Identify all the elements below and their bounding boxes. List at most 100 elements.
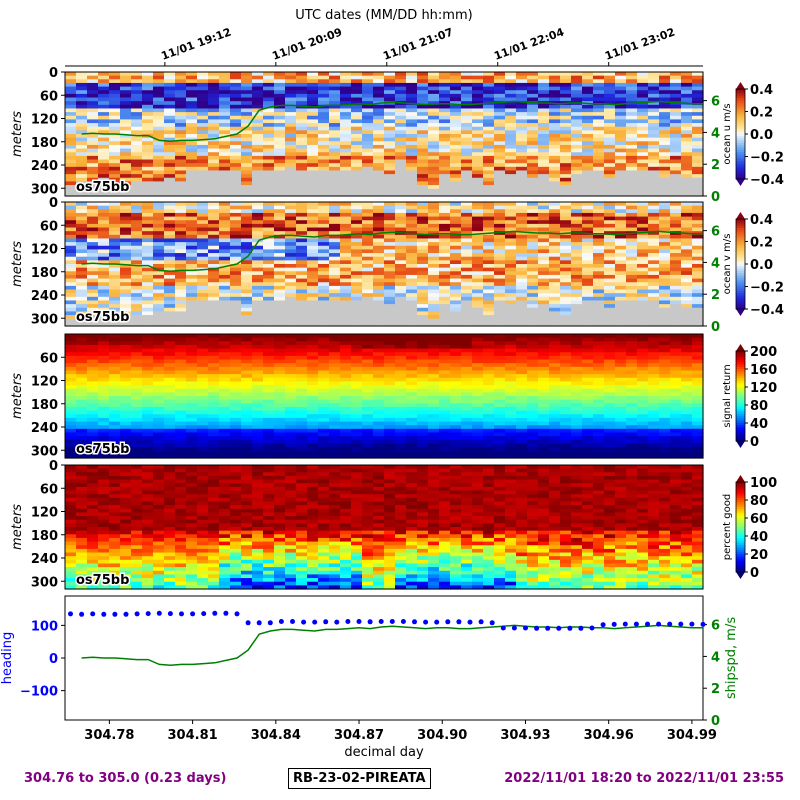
heatmap-cell <box>439 108 451 113</box>
heatmap-cell <box>263 82 275 88</box>
heatmap-cell <box>285 315 297 320</box>
heatmap-cell <box>362 141 374 146</box>
heatmap-cell <box>483 123 495 128</box>
heatmap-cell <box>318 108 330 113</box>
heatmap-cell <box>538 293 550 298</box>
heatmap-cell <box>483 249 495 254</box>
heatmap-cell <box>340 359 352 364</box>
heatmap-cell <box>252 101 264 106</box>
heatmap-cell <box>274 311 286 316</box>
right-tick-label: 2 <box>711 158 720 173</box>
heatmap-cell <box>186 231 198 236</box>
heatmap-cell <box>87 170 99 175</box>
heatmap-cell <box>285 256 297 261</box>
heatmap-cell <box>274 148 286 153</box>
heatmap-cell <box>373 126 385 131</box>
colorbar-tick-label: −0.2 <box>750 151 784 166</box>
heatmap-cell <box>637 152 649 157</box>
heatmap-cell <box>164 337 176 342</box>
right-tick-label: 4 <box>711 126 720 141</box>
heatmap-cell <box>87 220 99 225</box>
heatmap-cell <box>230 115 242 121</box>
heatmap-cell <box>241 249 253 254</box>
heatmap-cell <box>175 421 187 426</box>
heatmap-cell <box>252 406 264 412</box>
heatmap-cell <box>219 231 231 236</box>
heatmap-cell <box>318 318 330 323</box>
heatmap-cell <box>318 97 330 102</box>
heatmap-cell <box>351 130 363 135</box>
heatmap-cell <box>329 166 341 172</box>
heatmap-cell <box>98 337 110 342</box>
heatmap-cell <box>76 253 88 258</box>
heatmap-cell <box>274 406 286 412</box>
heatmap-cell <box>417 296 429 302</box>
heatmap-cell <box>384 304 396 309</box>
heatmap-cell <box>615 174 627 179</box>
heatmap-cell <box>483 293 495 298</box>
heatmap-cell <box>164 174 176 179</box>
heatmap-cell <box>329 436 341 441</box>
heatmap-cell <box>659 253 671 258</box>
heatmap-cell <box>197 271 209 276</box>
heatmap-cell <box>472 209 484 214</box>
heatmap-cell <box>373 264 385 269</box>
heatmap-cell <box>538 112 550 117</box>
heatmap-cell <box>164 264 176 269</box>
heatmap-cell <box>516 163 528 168</box>
heatmap-cell <box>274 447 286 452</box>
heatmap-cell <box>219 363 231 368</box>
heatmap-cell <box>417 300 429 305</box>
heatmap-cell <box>329 245 341 251</box>
heatmap-cell <box>417 144 429 150</box>
heatmap-cell <box>670 119 682 124</box>
heatmap-cell <box>87 212 99 218</box>
heatmap-cell <box>384 282 396 287</box>
heatmap-cell <box>153 399 165 404</box>
heatmap-cell <box>538 220 550 225</box>
heatmap-cell <box>208 177 220 183</box>
heatmap-cell <box>593 148 605 153</box>
heatmap-cell <box>681 104 693 110</box>
heatmap-cell <box>340 311 352 316</box>
panel-3: 60120180240300metersos75bb20016012080400… <box>10 333 777 459</box>
heatmap-cell <box>472 260 484 265</box>
heatmap-cell <box>637 223 649 229</box>
heatmap-cell <box>417 170 429 175</box>
colorbar-segment <box>736 264 745 267</box>
colorbar-segment <box>736 176 745 180</box>
heatmap-cell <box>604 115 616 121</box>
heatmap-cell <box>483 220 495 225</box>
heatmap-cell <box>406 307 418 313</box>
heatmap-cell <box>87 337 99 342</box>
heatmap-cell <box>296 148 308 153</box>
heatmap-cell <box>98 285 110 291</box>
heatmap-cell <box>318 322 330 327</box>
heatmap-cell <box>76 79 88 84</box>
heatmap-cell <box>494 75 506 80</box>
heatmap-cell <box>76 170 88 175</box>
heatmap-cell <box>593 75 605 80</box>
heatmap-cell <box>230 282 242 287</box>
heatmap-cell <box>219 126 231 131</box>
heatmap-cell <box>659 311 671 316</box>
heatmap-cell <box>439 93 451 99</box>
heatmap-cell <box>450 267 462 272</box>
heatmap-cell <box>197 264 209 269</box>
heatmap-cell <box>582 79 594 84</box>
heatmap-cell <box>604 227 616 232</box>
heatmap-cell <box>109 209 121 214</box>
heatmap-cell <box>263 406 275 412</box>
heatmap-cell <box>582 260 594 265</box>
heatmap-cell <box>175 152 187 157</box>
heatmap-cell <box>307 141 319 146</box>
heatmap-cell <box>197 112 209 117</box>
heatmap-cell <box>637 264 649 269</box>
heatmap-cell <box>681 253 693 258</box>
heatmap-cell <box>516 155 528 161</box>
heatmap-cell <box>340 90 352 95</box>
heatmap-cell <box>307 403 319 408</box>
heatmap-cell <box>263 216 275 221</box>
heatmap-cell <box>76 72 88 77</box>
